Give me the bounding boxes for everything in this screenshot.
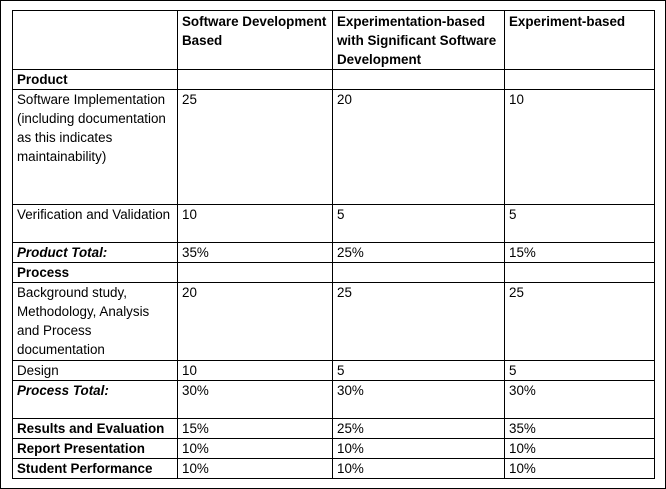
table-cell: 15% bbox=[504, 242, 655, 263]
header-experiment-based: Experiment-based bbox=[504, 10, 655, 70]
table-cell: 25 bbox=[332, 282, 505, 361]
table-cell: 30% bbox=[332, 380, 505, 419]
table-cell bbox=[504, 262, 655, 283]
table-cell: 25 bbox=[177, 89, 333, 205]
row-label: Software Implementation (including docum… bbox=[12, 89, 178, 205]
row-label: Verification and Validation bbox=[12, 204, 178, 243]
table-row: Process Total: 30% 30% 30% bbox=[12, 380, 655, 419]
table-cell: 10 bbox=[177, 204, 333, 243]
table-cell bbox=[177, 262, 333, 283]
table-cell bbox=[332, 69, 505, 90]
table-cell: 10 bbox=[177, 360, 333, 381]
total-label: Process Total: bbox=[12, 380, 178, 419]
table-cell: 10% bbox=[332, 458, 505, 479]
total-label: Product Total: bbox=[12, 242, 178, 263]
marking-scheme-table: Software Development Based Experimentati… bbox=[12, 10, 655, 479]
table-cell: 10% bbox=[504, 458, 655, 479]
table-cell: 25% bbox=[332, 242, 505, 263]
header-corner-cell bbox=[12, 10, 178, 70]
header-experimentation-based-with-software: Experimentation-based with Significant S… bbox=[332, 10, 505, 70]
table-cell: 20 bbox=[177, 282, 333, 361]
table-cell bbox=[177, 69, 333, 90]
table-cell: 10% bbox=[332, 438, 505, 459]
table-row: Results and Evaluation 15% 25% 35% bbox=[12, 418, 655, 439]
table-cell: 5 bbox=[332, 204, 505, 243]
table-cell: 25% bbox=[332, 418, 505, 439]
table-cell: 5 bbox=[504, 204, 655, 243]
table-row: Process bbox=[12, 262, 655, 283]
table-cell: 10% bbox=[177, 438, 333, 459]
row-label: Design bbox=[12, 360, 178, 381]
table-cell: 5 bbox=[504, 360, 655, 381]
table-row: Student Performance 10% 10% 10% bbox=[12, 458, 655, 479]
table-row: Verification and Validation 10 5 5 bbox=[12, 204, 655, 243]
table-row: Design 10 5 5 bbox=[12, 360, 655, 381]
table-cell: 30% bbox=[504, 380, 655, 419]
table-cell: 25 bbox=[504, 282, 655, 361]
header-software-development-based: Software Development Based bbox=[177, 10, 333, 70]
table-row: Report Presentation 10% 10% 10% bbox=[12, 438, 655, 459]
section-label: Process bbox=[12, 262, 178, 283]
row-label: Results and Evaluation bbox=[12, 418, 178, 439]
table-cell: 30% bbox=[177, 380, 333, 419]
table-cell: 15% bbox=[177, 418, 333, 439]
table-cell: 5 bbox=[332, 360, 505, 381]
row-label: Student Performance bbox=[12, 458, 178, 479]
section-label: Product bbox=[12, 69, 178, 90]
table-cell: 10% bbox=[504, 438, 655, 459]
table-row: Product Total: 35% 25% 15% bbox=[12, 242, 655, 263]
row-label: Report Presentation bbox=[12, 438, 178, 459]
table-cell: 10% bbox=[177, 458, 333, 479]
table-cell: 10 bbox=[504, 89, 655, 205]
table-cell: 35% bbox=[504, 418, 655, 439]
row-label: Background study, Methodology, Analysis … bbox=[12, 282, 178, 361]
table-row: Software Implementation (including docum… bbox=[12, 89, 655, 205]
table-cell: 35% bbox=[177, 242, 333, 263]
table-row: Product bbox=[12, 69, 655, 90]
table-row: Background study, Methodology, Analysis … bbox=[12, 282, 655, 361]
table-cell: 20 bbox=[332, 89, 505, 205]
table-cell bbox=[332, 262, 505, 283]
header-row: Software Development Based Experimentati… bbox=[12, 10, 655, 70]
table-cell bbox=[504, 69, 655, 90]
